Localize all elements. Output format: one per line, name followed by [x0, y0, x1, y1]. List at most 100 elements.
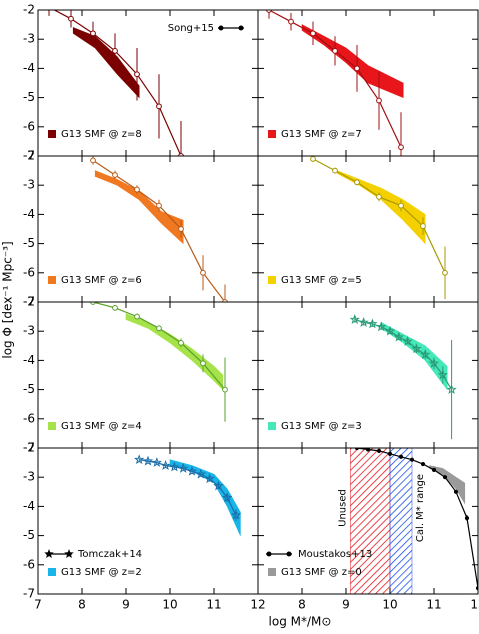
obs-point [420, 349, 431, 359]
region-label: Cal. M* range [415, 474, 426, 542]
legend-marker [238, 25, 244, 31]
obs-point [376, 448, 382, 454]
y-tick-label: -6 [23, 557, 35, 571]
y-tick-label: -2 [23, 3, 35, 17]
obs-point [446, 384, 457, 394]
obs-point [442, 475, 448, 480]
legend-label: G13 SMF @ z=0 [281, 567, 362, 578]
y-tick-label: -3 [23, 32, 35, 46]
obs-point [112, 172, 118, 178]
obs-point [354, 65, 360, 72]
obs-point [402, 335, 413, 346]
model-band [72, 27, 140, 99]
obs-point [384, 325, 396, 336]
panel [90, 156, 228, 302]
obs-point [365, 448, 371, 452]
legend-marker [218, 25, 224, 31]
x-tick-label: 11 [206, 598, 221, 612]
obs-point [142, 455, 154, 466]
y-tick-label: -2 [23, 441, 35, 455]
y-tick-label: -5 [23, 528, 35, 542]
obs-point [420, 461, 426, 467]
legend-label: Tomczak+14 [77, 549, 142, 560]
obs-point [428, 357, 440, 368]
obs-line [354, 318, 453, 390]
legend-label: G13 SMF @ z=5 [281, 275, 362, 286]
legend-swatch [48, 130, 56, 138]
legend-swatch [268, 130, 276, 138]
obs-point [288, 18, 294, 25]
y-tick-label: -2 [23, 295, 35, 309]
obs-point [222, 386, 228, 393]
obs-point [464, 515, 470, 521]
obs-point [134, 313, 140, 320]
panel [349, 314, 457, 440]
y-tick-label: -3 [23, 470, 35, 484]
obs-point [90, 30, 96, 37]
obs-point [358, 316, 369, 327]
y-tick-label: -5 [23, 382, 35, 396]
legend-label: G13 SMF @ z=8 [61, 129, 142, 140]
obs-point [178, 339, 184, 346]
obs-point [332, 167, 338, 174]
panel [266, 10, 404, 156]
y-tick-label: -3 [23, 324, 35, 338]
obs-point [186, 466, 198, 476]
y-tick-label: -7 [23, 441, 35, 455]
x-tick-label: 12 [250, 598, 265, 612]
obs-point [156, 325, 162, 332]
y-tick-label: -7 [23, 295, 35, 309]
x-axis-label: log M*/M⊙ [269, 615, 332, 629]
obs-point [134, 186, 140, 193]
obs-point [411, 343, 422, 354]
region [350, 448, 391, 594]
obs-point [222, 299, 228, 302]
panel-frame [257, 447, 479, 595]
obs-point [409, 457, 415, 462]
y-tick-label: -7 [23, 149, 35, 163]
obs-point [178, 153, 184, 156]
legend-marker [266, 551, 272, 557]
obs-point [375, 321, 387, 332]
obs-point [68, 15, 74, 22]
obs-point [112, 47, 118, 54]
obs-point [431, 467, 437, 472]
y-tick-label: -7 [23, 587, 35, 601]
legend-label: G13 SMF @ z=2 [61, 567, 142, 578]
obs-point [178, 462, 189, 473]
model-band [125, 313, 224, 391]
panel [134, 454, 242, 536]
region [389, 448, 413, 594]
region-label: Unused [337, 489, 348, 527]
x-tick-label: 7 [34, 598, 42, 612]
legend-marker [286, 551, 292, 557]
x-tick-label: 9 [122, 598, 130, 612]
obs-point [178, 226, 184, 232]
panel [350, 448, 478, 594]
y-tick-label: -4 [23, 61, 35, 75]
obs-point [310, 156, 316, 162]
obs-point [230, 509, 242, 520]
obs-point [437, 369, 448, 380]
obs-point [376, 97, 382, 104]
obs-point [420, 223, 426, 229]
legend-swatch [48, 276, 56, 284]
obs-point [156, 103, 162, 110]
obs-point [90, 157, 96, 164]
y-tick-label: -6 [23, 119, 35, 133]
obs-point [213, 480, 224, 491]
obs-point [393, 331, 404, 342]
legend-label: Moustakos+13 [298, 549, 372, 560]
legend-label: G13 SMF @ z=7 [281, 129, 362, 140]
obs-point [134, 454, 145, 465]
y-tick-label: -6 [23, 411, 35, 425]
obs-point [310, 30, 316, 37]
legend-marker [64, 549, 74, 558]
model-band [301, 24, 404, 99]
legend-marker [44, 549, 54, 558]
y-tick-label: -2 [23, 149, 35, 163]
obs-point [222, 492, 233, 503]
y-axis-label: log Φ [dex⁻¹ Mpc⁻³] [1, 241, 15, 358]
y-tick-label: -4 [23, 353, 35, 367]
